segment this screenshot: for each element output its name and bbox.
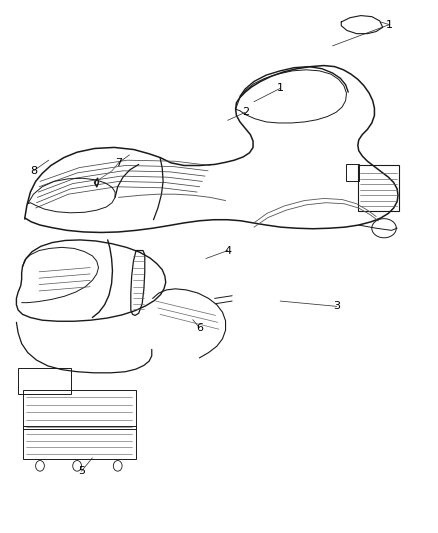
Bar xyxy=(22,390,136,429)
Text: 6: 6 xyxy=(196,322,203,333)
Text: 1: 1 xyxy=(386,20,393,30)
Bar xyxy=(18,368,71,394)
Text: 2: 2 xyxy=(242,107,249,117)
Bar xyxy=(346,165,359,181)
Text: 7: 7 xyxy=(115,158,122,168)
Bar xyxy=(22,426,136,459)
Text: 3: 3 xyxy=(333,301,340,311)
Text: 1: 1 xyxy=(277,83,284,93)
Text: 8: 8 xyxy=(30,166,37,176)
Text: 5: 5 xyxy=(78,466,85,476)
Text: 4: 4 xyxy=(224,246,231,255)
Bar xyxy=(358,165,399,211)
